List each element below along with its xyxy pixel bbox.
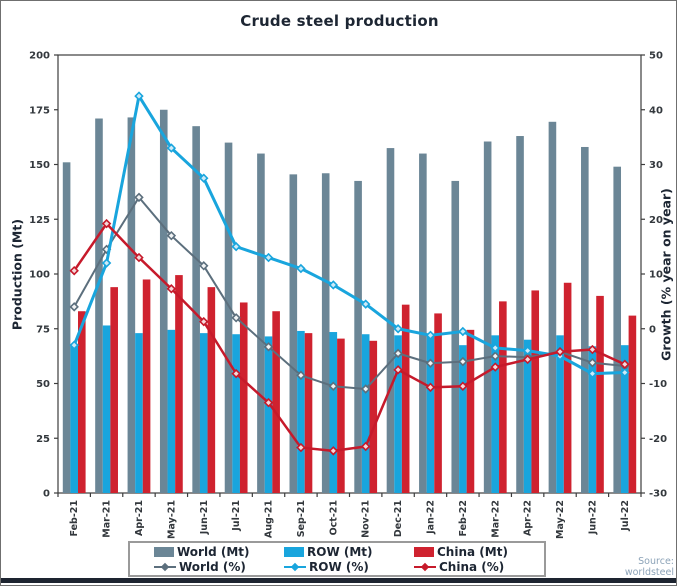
svg-text:Mar-22: Mar-22 <box>490 500 501 538</box>
legend-item-china-mt: China (Mt) <box>414 546 544 558</box>
svg-text:150: 150 <box>29 160 50 171</box>
svg-text:Jan-22: Jan-22 <box>425 500 436 535</box>
svg-text:0: 0 <box>649 324 656 335</box>
svg-text:0: 0 <box>43 489 50 500</box>
svg-text:May-21: May-21 <box>166 500 177 539</box>
chart-title: Crude steel production <box>240 12 439 30</box>
svg-text:10: 10 <box>649 270 663 281</box>
svg-text:40: 40 <box>649 105 663 116</box>
china-pct-swatch-icon <box>414 562 436 572</box>
svg-text:20: 20 <box>649 215 663 226</box>
svg-text:Aug-21: Aug-21 <box>264 500 275 538</box>
svg-text:Apr-21: Apr-21 <box>134 500 145 536</box>
legend-item-row-mt: ROW (Mt) <box>284 546 414 558</box>
legend-label: World (%) <box>179 559 246 574</box>
legend-label: China (Mt) <box>437 544 508 559</box>
svg-text:Mar-21: Mar-21 <box>102 500 113 538</box>
svg-text:Dec-21: Dec-21 <box>393 500 404 537</box>
svg-text:Oct-21: Oct-21 <box>328 500 339 535</box>
svg-text:50: 50 <box>649 51 663 62</box>
svg-text:Jun-21: Jun-21 <box>199 500 210 535</box>
y-axis-left-title: Production (Mt) <box>9 218 25 331</box>
legend-item-world-pct: World (%) <box>154 561 284 573</box>
svg-text:May-22: May-22 <box>555 500 566 539</box>
svg-text:125: 125 <box>29 215 50 226</box>
svg-text:Jul-21: Jul-21 <box>231 500 242 532</box>
chart-legend: World (Mt) ROW (Mt) China (Mt) World (%)… <box>128 541 546 577</box>
svg-text:200: 200 <box>29 51 50 62</box>
y-axis-right-title: Growth (% year on year) <box>658 188 674 361</box>
legend-label: ROW (Mt) <box>307 544 373 559</box>
source-note: Source: worldsteel <box>624 556 674 578</box>
svg-text:-20: -20 <box>649 434 667 445</box>
row-pct-swatch-icon <box>284 562 306 572</box>
svg-text:-30: -30 <box>649 489 667 500</box>
svg-text:175: 175 <box>29 105 50 116</box>
svg-text:75: 75 <box>36 324 50 335</box>
svg-text:Sep-21: Sep-21 <box>296 500 307 537</box>
legend-label: World (Mt) <box>177 544 250 559</box>
svg-text:30: 30 <box>649 160 663 171</box>
svg-text:Nov-21: Nov-21 <box>361 500 372 538</box>
svg-text:Feb-21: Feb-21 <box>69 500 80 537</box>
legend-item-china-pct: China (%) <box>414 561 544 573</box>
svg-text:Jul-22: Jul-22 <box>620 500 631 532</box>
svg-text:Apr-22: Apr-22 <box>523 500 534 536</box>
svg-text:100: 100 <box>29 270 50 281</box>
svg-text:Feb-22: Feb-22 <box>458 500 469 537</box>
legend-item-row-pct: ROW (%) <box>284 561 414 573</box>
legend-item-world-mt: World (Mt) <box>154 546 284 558</box>
svg-text:Jun-22: Jun-22 <box>587 500 598 535</box>
svg-text:50: 50 <box>36 379 50 390</box>
china-mt-swatch-icon <box>414 546 434 557</box>
bottom-accent-bar <box>1 578 676 583</box>
legend-label: ROW (%) <box>309 559 369 574</box>
row-mt-swatch-icon <box>284 546 304 557</box>
svg-text:25: 25 <box>36 434 50 445</box>
svg-text:-10: -10 <box>649 379 667 390</box>
world-mt-swatch-icon <box>154 546 174 557</box>
legend-label: China (%) <box>439 559 505 574</box>
world-pct-swatch-icon <box>154 562 176 572</box>
